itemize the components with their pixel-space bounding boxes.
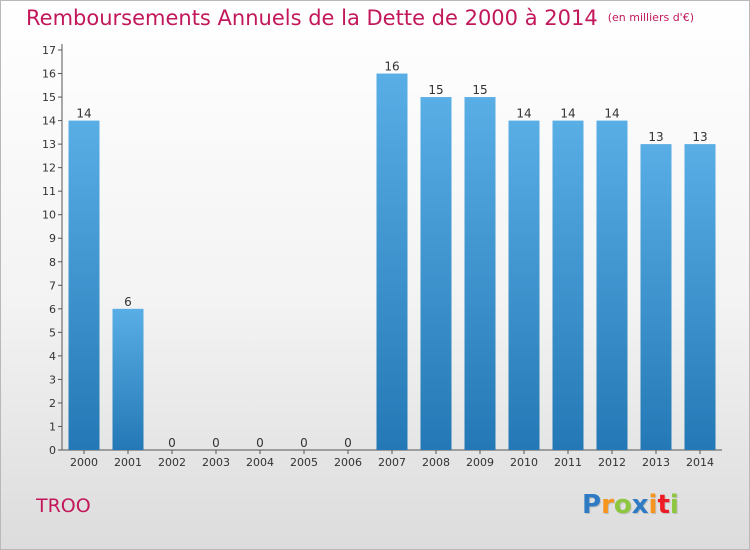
y-tick-label: 8	[49, 256, 56, 269]
data-label: 0	[300, 436, 308, 450]
bar	[684, 144, 716, 450]
logo-letter: t	[657, 490, 670, 520]
y-tick-label: 11	[42, 185, 56, 198]
data-label: 0	[344, 436, 352, 450]
bar	[508, 120, 540, 451]
y-tick-label: 10	[42, 209, 56, 222]
data-label: 0	[212, 436, 220, 450]
data-label: 14	[560, 107, 575, 121]
place-name: TROO	[36, 495, 91, 517]
x-tick-label: 2014	[686, 456, 714, 469]
y-tick-label: 9	[49, 232, 56, 245]
data-label: 15	[428, 83, 443, 97]
data-label: 13	[692, 130, 707, 144]
x-tick-label: 2000	[70, 456, 98, 469]
data-label: 15	[472, 83, 487, 97]
x-tick-label: 2002	[158, 456, 186, 469]
proxiti-logo: Proxiti	[582, 490, 679, 520]
bar	[68, 120, 100, 451]
x-tick-label: 2011	[554, 456, 582, 469]
x-tick-label: 2007	[378, 456, 406, 469]
x-tick-label: 2012	[598, 456, 626, 469]
x-tick-label: 2001	[114, 456, 142, 469]
x-tick-label: 2003	[202, 456, 230, 469]
x-tick-label: 2006	[334, 456, 362, 469]
logo-letter: r	[601, 490, 614, 520]
y-tick-label: 7	[49, 279, 56, 292]
bar	[464, 97, 496, 450]
bar	[376, 73, 408, 450]
logo-letter: o	[613, 490, 632, 520]
bar	[552, 120, 584, 451]
y-tick-label: 17	[42, 44, 56, 57]
plot-area: 0123456789101112131415161714200062001020…	[42, 44, 722, 469]
chart-title-text: Remboursements Annuels de la Dette de 20…	[26, 6, 598, 30]
logo-letter: P	[582, 490, 602, 520]
chart-title: Remboursements Annuels de la Dette de 20…	[26, 6, 694, 30]
y-tick-label: 2	[49, 397, 56, 410]
y-tick-label: 15	[42, 91, 56, 104]
data-label: 13	[648, 130, 663, 144]
data-label: 16	[384, 60, 399, 74]
y-tick-label: 0	[49, 444, 56, 457]
y-tick-label: 13	[42, 138, 56, 151]
x-tick-label: 2010	[510, 456, 538, 469]
bar	[112, 308, 144, 450]
data-label: 0	[256, 436, 264, 450]
x-tick-label: 2008	[422, 456, 450, 469]
x-tick-label: 2013	[642, 456, 670, 469]
unit-label: (en milliers d'€)	[607, 11, 694, 24]
x-tick-label: 2004	[246, 456, 274, 469]
data-label: 14	[76, 107, 91, 121]
bar	[596, 120, 628, 451]
data-label: 14	[604, 107, 619, 121]
logo-letter: i	[669, 490, 679, 520]
y-tick-label: 3	[49, 373, 56, 386]
x-tick-label: 2005	[290, 456, 318, 469]
y-tick-label: 6	[49, 303, 56, 316]
y-tick-label: 5	[49, 326, 56, 339]
bar	[640, 144, 672, 450]
data-label: 14	[516, 107, 531, 121]
data-label: 0	[168, 436, 176, 450]
logo-letter: i	[648, 490, 658, 520]
logo-letter: x	[631, 490, 649, 520]
bar	[420, 97, 452, 450]
y-tick-label: 14	[42, 115, 56, 128]
data-label: 6	[124, 295, 132, 309]
x-tick-label: 2009	[466, 456, 494, 469]
y-tick-label: 12	[42, 162, 56, 175]
y-tick-label: 16	[42, 68, 56, 81]
y-tick-label: 1	[49, 420, 56, 433]
y-tick-label: 4	[49, 350, 56, 363]
